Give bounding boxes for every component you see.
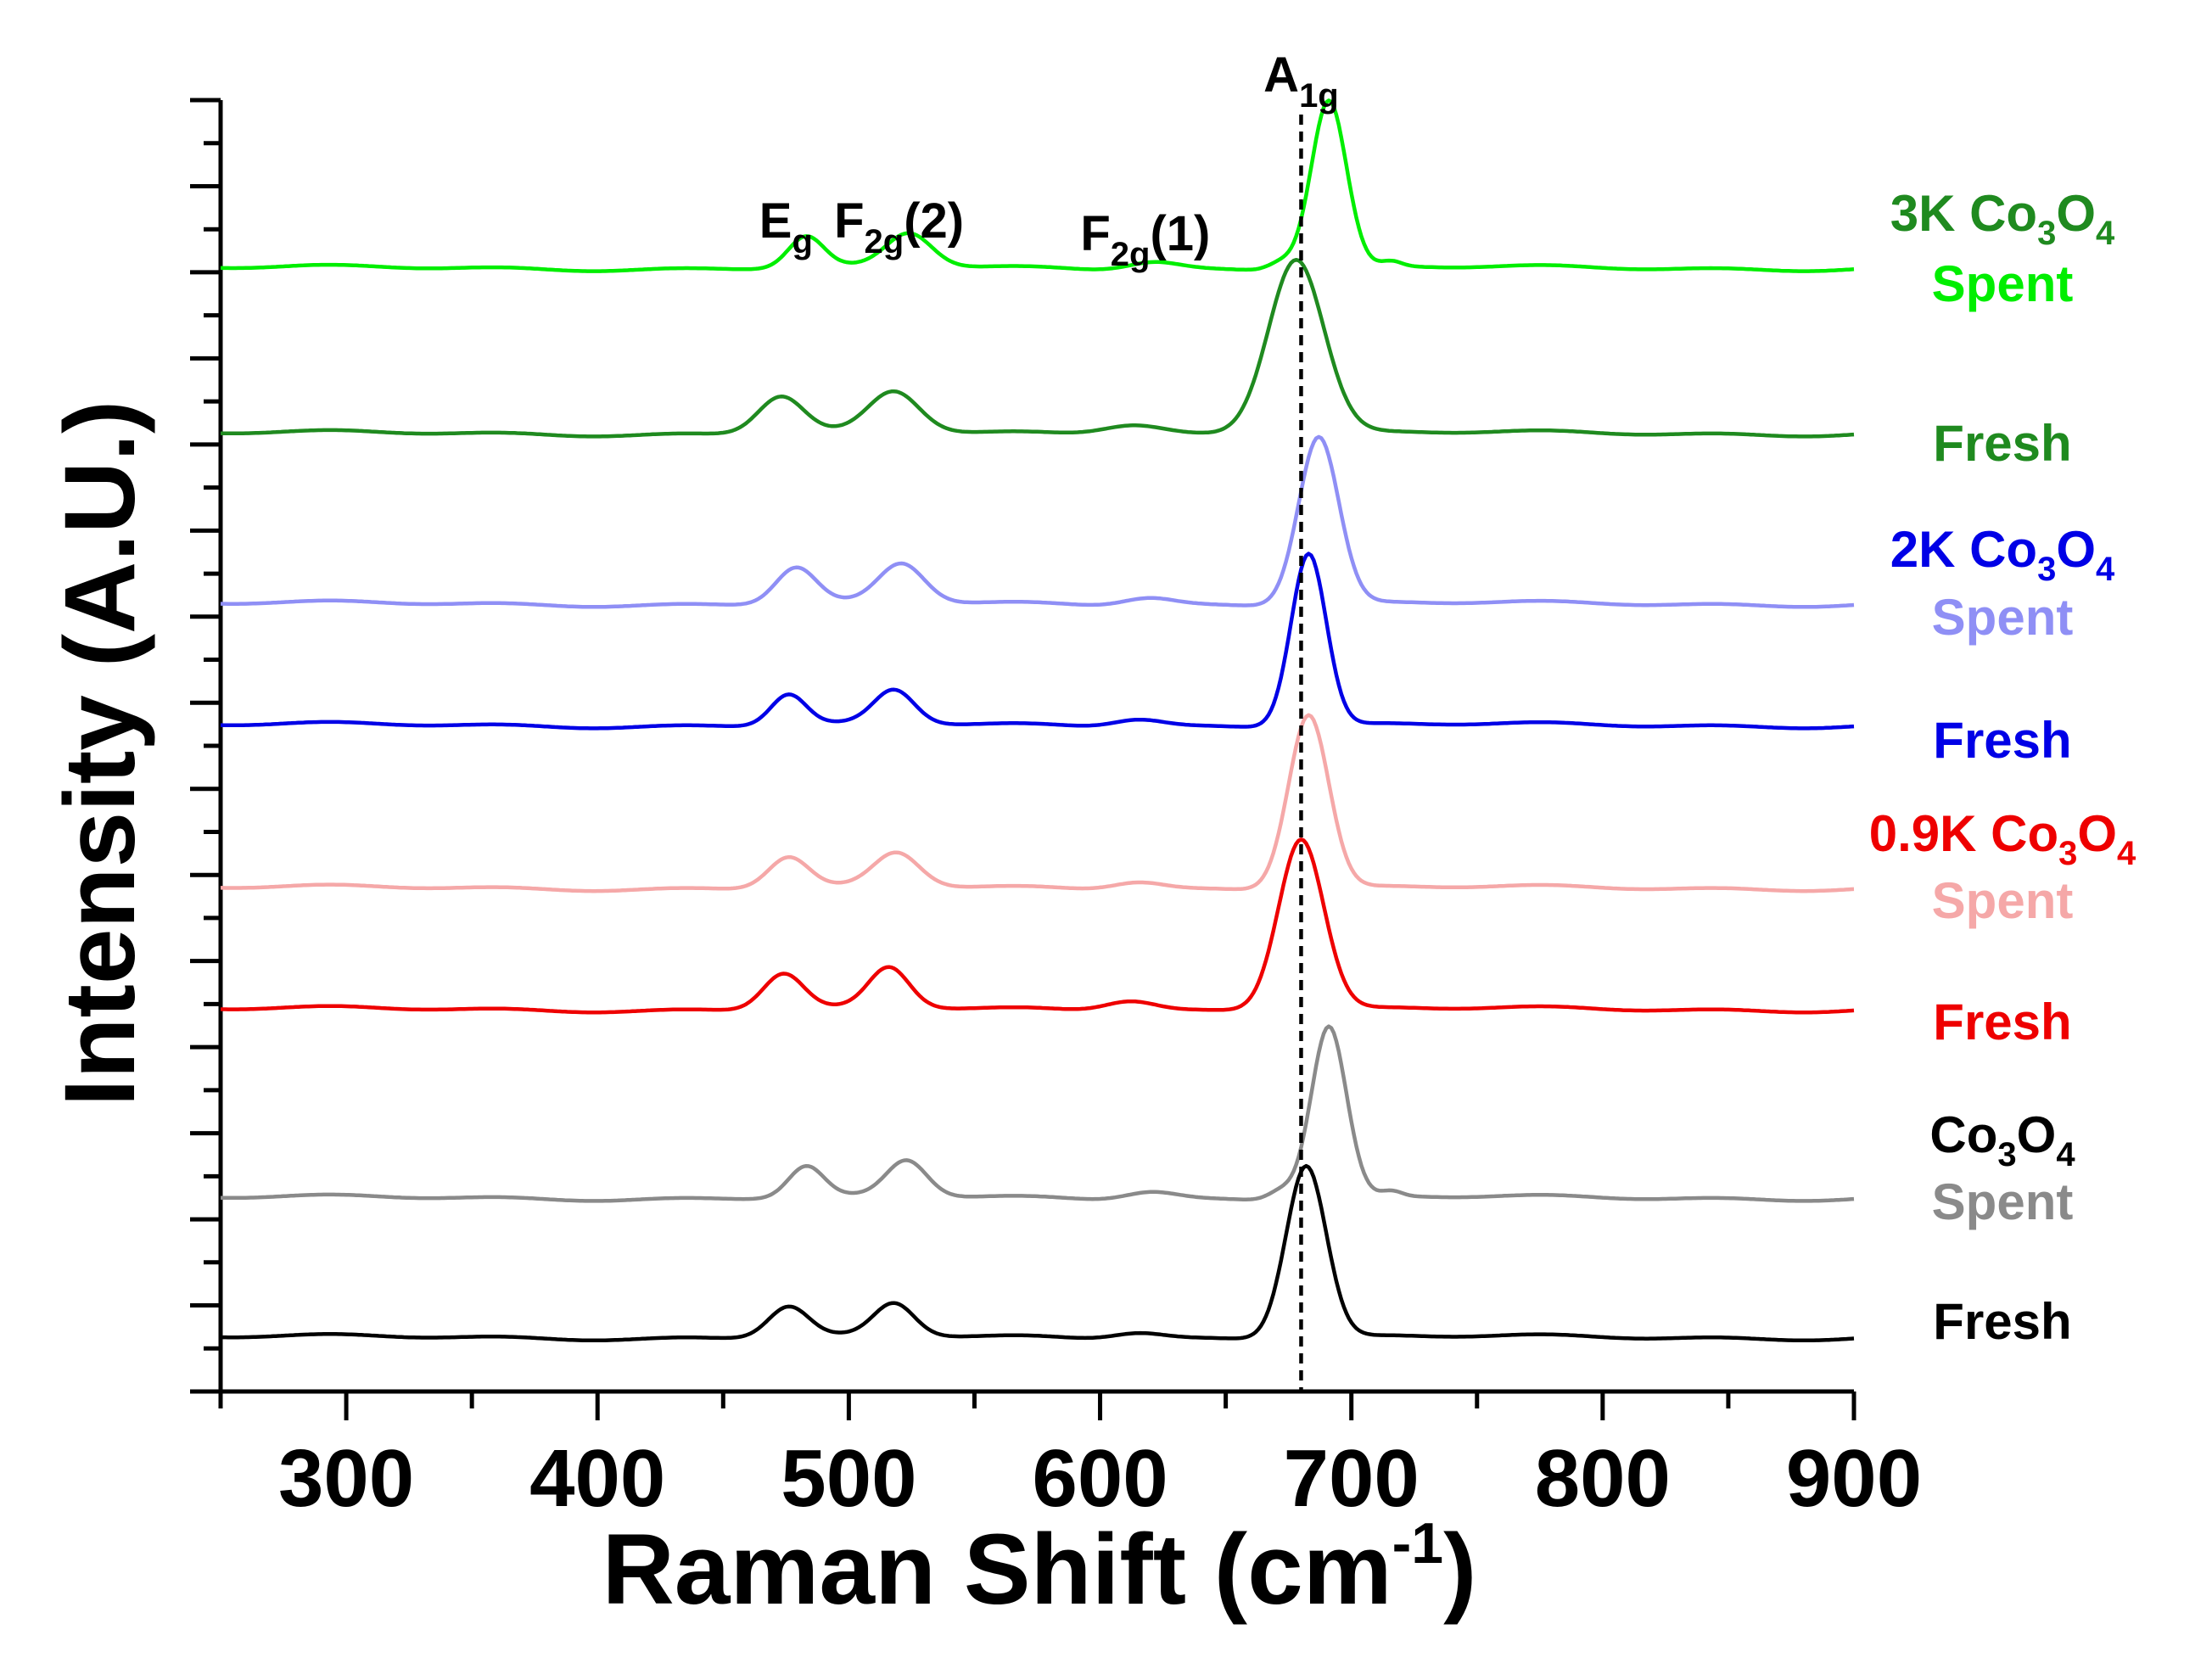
series-state-label: Fresh [1933, 1293, 2071, 1350]
peak-label-f2g1: F2g(1) [1080, 206, 1210, 273]
x-tick-label: 800 [1535, 1433, 1671, 1524]
axes: 300 400 500 600 700 800 900 [190, 98, 1922, 1524]
peak-label-layer: Eg F2g(2) F2g(1) A1g [759, 48, 1339, 273]
series-line [220, 98, 1855, 273]
series-line [221, 837, 1855, 1015]
series-state-label: Fresh [1933, 415, 2071, 472]
series-line [220, 552, 1855, 731]
series-state-label: Spent [1932, 872, 2074, 929]
x-tick-label: 400 [529, 1433, 665, 1524]
peak-label-f2g2: F2g(2) [834, 193, 964, 260]
y-axis-title: Intensity (A.U.) [44, 400, 156, 1107]
x-axis-title: Raman Shift (cm-1) [602, 1511, 1477, 1626]
series-state-label: Fresh [1933, 712, 2071, 769]
series-name-label: 0.9K Co3O4 [1869, 805, 2136, 872]
series-name-label: 3K Co3O4 [1890, 185, 2115, 252]
series-state-label: Spent [1932, 1173, 2074, 1230]
x-tick-label: 300 [278, 1433, 414, 1524]
series-layer [220, 98, 1855, 1343]
series-state-label: Spent [1932, 255, 2074, 312]
x-tick-label: 900 [1786, 1433, 1922, 1524]
peak-label-eg: Eg [759, 193, 813, 260]
series-name-label: 2K Co3O4 [1890, 521, 2115, 588]
peak-label-a1g: A1g [1263, 48, 1339, 115]
x-tick-label: 500 [781, 1433, 916, 1524]
x-tick-label: 700 [1284, 1433, 1420, 1524]
series-line [221, 1163, 1855, 1343]
x-axis-title-sup: -1 [1392, 1511, 1443, 1576]
x-tick-label: 600 [1032, 1433, 1168, 1524]
series-line [221, 257, 1855, 439]
series-name-label: Co3O4 [1929, 1106, 2075, 1173]
x-axis-title-main: Raman Shift (cm [602, 1514, 1392, 1626]
series-state-label: Spent [1932, 589, 2074, 646]
series-line [221, 713, 1855, 893]
series-line [221, 1024, 1855, 1203]
x-axis-title-close: ) [1443, 1514, 1476, 1626]
series-line [221, 434, 1855, 609]
series-state-label: Fresh [1933, 994, 2071, 1050]
